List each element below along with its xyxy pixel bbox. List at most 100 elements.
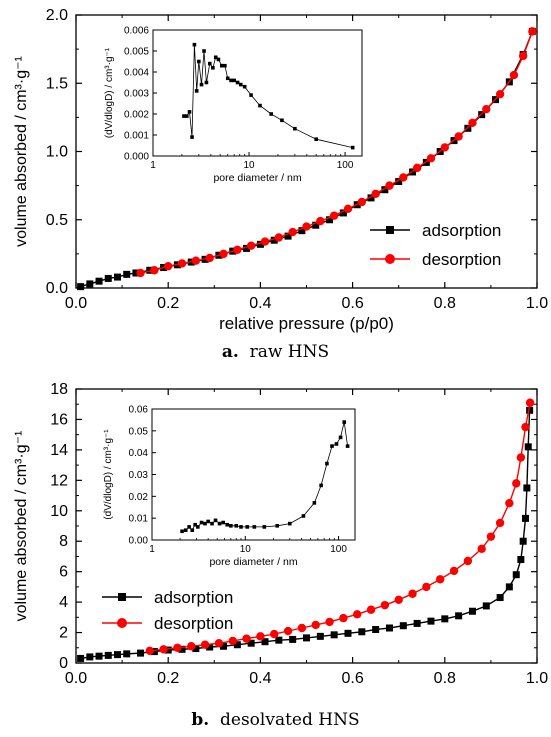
inset-data-point: [223, 63, 227, 68]
inset-data-point: [293, 126, 297, 131]
inset-y-tick-label: 0.03: [129, 470, 149, 481]
data-point-desorption: [228, 636, 237, 646]
inset-data-point: [190, 135, 194, 139]
data-point-desorption: [512, 479, 521, 488]
data-point-adsorption: [455, 612, 463, 620]
data-point-desorption: [518, 51, 528, 61]
data-point-adsorption: [261, 638, 269, 646]
inset-data-point: [219, 63, 224, 68]
caption-a: a. raw HNS: [0, 342, 551, 362]
data-point-adsorption: [312, 221, 320, 229]
data-point-adsorption: [422, 158, 430, 166]
data-point-adsorption: [517, 555, 525, 563]
data-point-desorption: [260, 237, 270, 246]
data-point-adsorption: [192, 645, 200, 653]
y-tick-label: 6: [59, 564, 68, 581]
inset-data-point: [192, 42, 197, 47]
inset-data-point: [242, 84, 247, 89]
y-tick-label: 18: [50, 381, 68, 398]
data-point-adsorption: [206, 643, 214, 651]
data-point-adsorption: [233, 641, 241, 649]
inset-data-point: [350, 145, 355, 150]
inset-y-tick-label: 0.002: [124, 110, 149, 121]
data-point-adsorption: [247, 639, 255, 647]
legend-marker-adsorption: [386, 226, 394, 234]
inset-data-point: [210, 521, 214, 526]
inset-data-point: [187, 525, 191, 529]
data-point-desorption: [343, 204, 353, 214]
data-point-desorption: [187, 642, 196, 651]
data-point-adsorption: [150, 648, 158, 656]
data-point-adsorption: [358, 628, 366, 636]
data-point-adsorption: [104, 274, 112, 282]
data-point-desorption: [325, 617, 334, 627]
data-point-adsorption: [344, 629, 352, 637]
data-point-desorption: [353, 610, 362, 619]
inset-data-point: [252, 525, 257, 529]
inset-data-point: [262, 525, 267, 529]
data-point-adsorption: [381, 186, 389, 194]
data-point-desorption: [136, 268, 145, 278]
data-point-desorption: [482, 104, 491, 114]
caption-b-text: desolvated HNS: [220, 710, 360, 730]
inset-x-tick-label: 1: [149, 544, 155, 555]
x-tick-label: 0.6: [341, 295, 363, 312]
y-tick-label: 0: [59, 655, 68, 672]
x-tick-label: 0.2: [157, 670, 179, 687]
data-point-adsorption: [326, 216, 334, 224]
y-tick-label: 10: [50, 503, 68, 520]
data-point-desorption: [528, 27, 537, 36]
data-point-adsorption: [113, 273, 121, 281]
y-tick-label: 16: [50, 411, 68, 428]
y-axis-label: volume absorbed / cm³·g⁻¹: [13, 56, 30, 247]
data-point-desorption: [385, 181, 394, 190]
data-point-desorption: [440, 143, 449, 152]
caption-b-letter: b.: [191, 710, 210, 730]
data-point-adsorption: [413, 619, 421, 627]
inset-x-tick-label: 1: [150, 160, 156, 171]
data-point-desorption: [509, 70, 519, 80]
legend-marker-desorption: [117, 618, 127, 628]
data-point-adsorption: [256, 240, 264, 248]
data-point-adsorption: [496, 594, 504, 602]
data-point-adsorption: [95, 652, 103, 660]
inset-y-tick-label: 0.05: [129, 426, 149, 437]
data-point-desorption: [274, 233, 284, 242]
inset-data-point: [193, 522, 197, 527]
x-axis-label: relative pressure (p/p0): [219, 314, 394, 333]
y-tick-label: 0.0: [46, 280, 68, 297]
data-point-desorption: [164, 261, 173, 271]
data-point-desorption: [422, 582, 431, 592]
data-point-adsorption: [521, 514, 529, 522]
data-point-desorption: [297, 623, 307, 633]
y-tick-label: 2: [59, 625, 68, 642]
data-point-adsorption: [220, 642, 228, 650]
inset-data-point: [225, 522, 230, 527]
x-tick-label: 1.0: [526, 670, 548, 687]
data-point-adsorption: [519, 537, 527, 545]
inset-data-point: [199, 520, 204, 525]
inset-x-tick-label: 100: [337, 160, 354, 171]
data-point-desorption: [283, 626, 293, 636]
data-point-adsorption: [289, 635, 297, 643]
data-point-desorption: [380, 600, 390, 610]
data-point-desorption: [468, 118, 477, 128]
data-point-adsorption: [275, 636, 283, 644]
inset-data-point: [183, 528, 188, 532]
caption-b: b. desolvated HNS: [0, 710, 551, 730]
inset-data-point: [245, 525, 250, 529]
inset-frame: [152, 29, 363, 157]
inset-data-point: [312, 501, 317, 505]
inset-y-tick-label: 0.000: [124, 152, 149, 163]
data-point-desorption: [316, 216, 325, 226]
data-point-desorption: [449, 566, 459, 576]
data-point-desorption: [288, 227, 297, 237]
inset-data-point: [207, 61, 212, 66]
x-tick-label: 1.0: [526, 295, 548, 312]
inset-data-point: [221, 520, 226, 525]
y-tick-label: 14: [50, 442, 68, 459]
data-point-adsorption: [298, 227, 306, 235]
data-point-adsorption: [526, 406, 534, 414]
data-point-desorption: [214, 639, 224, 648]
data-point-desorption: [339, 613, 348, 623]
